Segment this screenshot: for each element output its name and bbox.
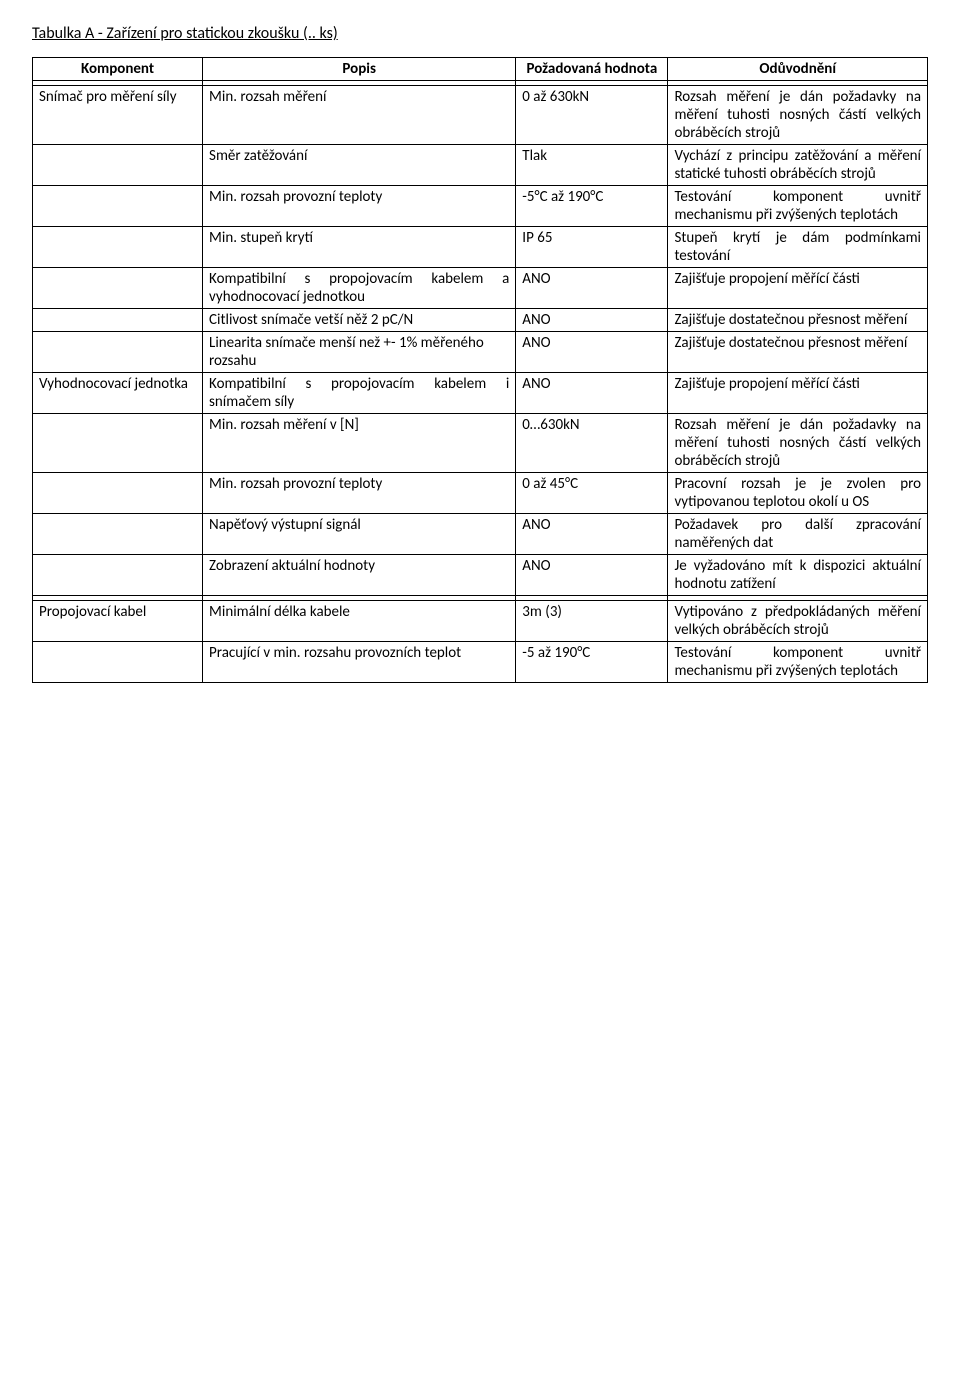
cell-hodnota: IP 65 (516, 227, 668, 268)
cell-popis: Napěťový výstupní signál (203, 514, 516, 555)
cell-oduvodneni: Zajišťuje dostatečnou přesnost měření (668, 332, 928, 373)
hdr-popis: Popis (203, 58, 516, 81)
cell-komponent (33, 268, 203, 309)
spec-table: Komponent Popis Požadovaná hodnota Odůvo… (32, 57, 928, 683)
cell-oduvodneni: Vytipováno z předpokládaných měření velk… (668, 601, 928, 642)
cell-komponent (33, 414, 203, 473)
cell-komponent (33, 473, 203, 514)
cell-hodnota: 0 až 45°C (516, 473, 668, 514)
table-row: Min. rozsah provozní teploty -5°C až 190… (33, 186, 928, 227)
table-row: Snímač pro měření síly Min. rozsah měřen… (33, 86, 928, 145)
cell-hodnota: ANO (516, 332, 668, 373)
cell-popis: Minimální délka kabele (203, 601, 516, 642)
cell-hodnota: 0 až 630kN (516, 86, 668, 145)
cell-komponent (33, 642, 203, 683)
cell-popis: Linearita snímače menší než +- 1% měřené… (203, 332, 516, 373)
cell-oduvodneni: Testování komponent uvnitř mechanismu př… (668, 186, 928, 227)
cell-popis: Min. rozsah měření (203, 86, 516, 145)
cell-oduvodneni: Zajišťuje propojení měřící části (668, 268, 928, 309)
cell-hodnota: Tlak (516, 145, 668, 186)
cell-hodnota: ANO (516, 373, 668, 414)
table-row: Kompatibilní s propojovacím kabelem a vy… (33, 268, 928, 309)
cell-hodnota: ANO (516, 309, 668, 332)
cell-popis: Citlivost snímače vetší něž 2 pC/N (203, 309, 516, 332)
cell-oduvodneni: Zajišťuje dostatečnou přesnost měření (668, 309, 928, 332)
cell-komponent (33, 514, 203, 555)
cell-oduvodneni: Zajišťuje propojení měřící části (668, 373, 928, 414)
cell-oduvodneni: Rozsah měření je dán požadavky na měření… (668, 86, 928, 145)
table-title: Tabulka A - Zařízení pro statickou zkouš… (32, 24, 928, 43)
cell-oduvodneni: Je vyžadováno mít k dispozici aktuální h… (668, 555, 928, 596)
cell-komponent: Propojovací kabel (33, 601, 203, 642)
header-row: Komponent Popis Požadovaná hodnota Odůvo… (33, 58, 928, 81)
cell-komponent (33, 227, 203, 268)
cell-komponent (33, 555, 203, 596)
cell-popis: Min. rozsah provozní teploty (203, 473, 516, 514)
cell-popis: Směr zatěžování (203, 145, 516, 186)
table-row: Zobrazení aktuální hodnoty ANO Je vyžado… (33, 555, 928, 596)
cell-hodnota: ANO (516, 514, 668, 555)
cell-oduvodneni: Rozsah měření je dán požadavky na měření… (668, 414, 928, 473)
cell-komponent (33, 332, 203, 373)
cell-popis: Zobrazení aktuální hodnoty (203, 555, 516, 596)
table-row: Min. rozsah měření v [N] 0…630kN Rozsah … (33, 414, 928, 473)
hdr-oduvodneni: Odůvodnění (668, 58, 928, 81)
cell-oduvodneni: Vychází z principu zatěžování a měření s… (668, 145, 928, 186)
table-row: Linearita snímače menší než +- 1% měřené… (33, 332, 928, 373)
cell-hodnota: -5 až 190°C (516, 642, 668, 683)
cell-popis: Min. stupeň krytí (203, 227, 516, 268)
cell-popis: Pracující v min. rozsahu provozních tepl… (203, 642, 516, 683)
table-row: Min. rozsah provozní teploty 0 až 45°C P… (33, 473, 928, 514)
cell-oduvodneni: Pracovní rozsah je je zvolen pro vytipov… (668, 473, 928, 514)
cell-oduvodneni: Stupeň krytí je dám podmínkami testování (668, 227, 928, 268)
table-row: Propojovací kabel Minimální délka kabele… (33, 601, 928, 642)
cell-hodnota: ANO (516, 268, 668, 309)
cell-komponent (33, 145, 203, 186)
cell-hodnota: -5°C až 190°C (516, 186, 668, 227)
table-row: Min. stupeň krytí IP 65 Stupeň krytí je … (33, 227, 928, 268)
cell-komponent: Snímač pro měření síly (33, 86, 203, 145)
table-row: Napěťový výstupní signál ANO Požadavek p… (33, 514, 928, 555)
table-row: Vyhodnocovací jednotka Kompatibilní s pr… (33, 373, 928, 414)
table-row: Směr zatěžování Tlak Vychází z principu … (33, 145, 928, 186)
cell-popis: Min. rozsah provozní teploty (203, 186, 516, 227)
cell-komponent (33, 309, 203, 332)
cell-popis: Kompatibilní s propojovacím kabelem a vy… (203, 268, 516, 309)
cell-popis: Min. rozsah měření v [N] (203, 414, 516, 473)
cell-oduvodneni: Testování komponent uvnitř mechanismu př… (668, 642, 928, 683)
cell-komponent (33, 186, 203, 227)
cell-hodnota: 0…630kN (516, 414, 668, 473)
cell-popis: Kompatibilní s propojovacím kabelem i sn… (203, 373, 516, 414)
cell-oduvodneni: Požadavek pro další zpracování naměřenýc… (668, 514, 928, 555)
table-row: Citlivost snímače vetší něž 2 pC/N ANO Z… (33, 309, 928, 332)
cell-hodnota: ANO (516, 555, 668, 596)
hdr-hodnota: Požadovaná hodnota (516, 58, 668, 81)
cell-hodnota: 3m (3) (516, 601, 668, 642)
table-row: Pracující v min. rozsahu provozních tepl… (33, 642, 928, 683)
cell-komponent: Vyhodnocovací jednotka (33, 373, 203, 414)
hdr-komponent: Komponent (33, 58, 203, 81)
